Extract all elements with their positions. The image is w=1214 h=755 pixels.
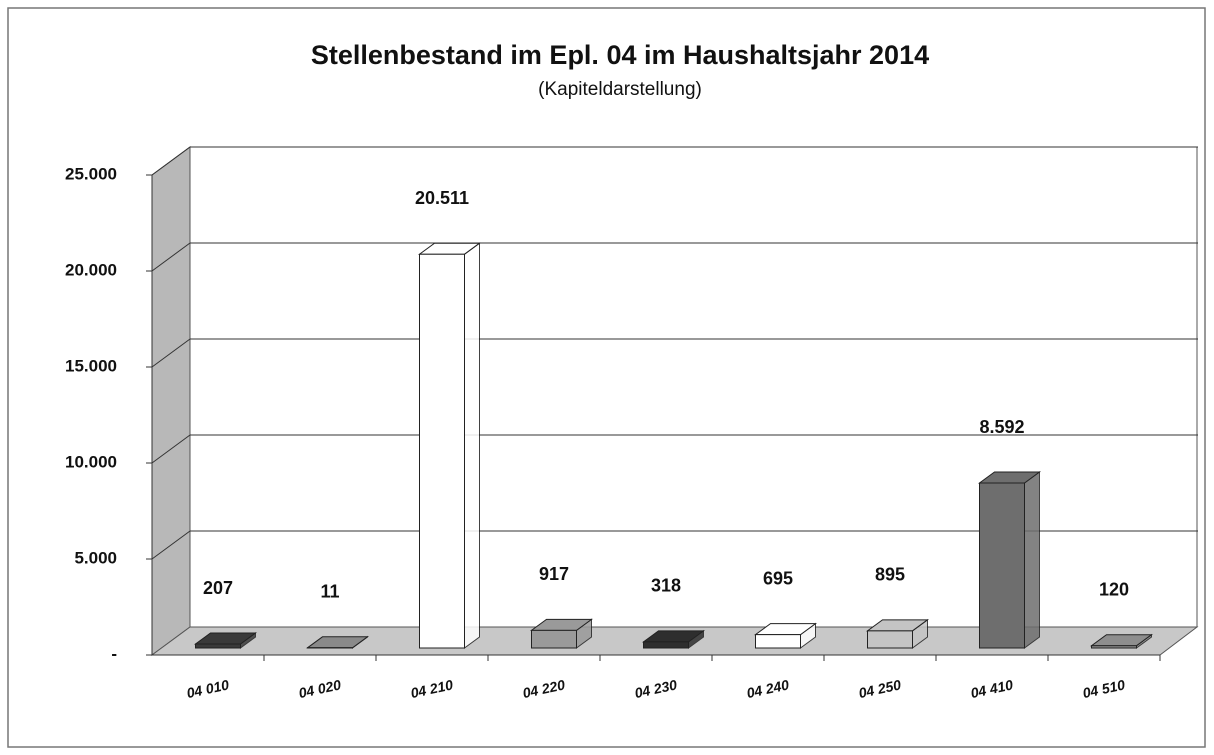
bar <box>529 618 594 649</box>
bar-face <box>867 630 913 649</box>
bar <box>753 622 818 649</box>
bar <box>865 618 930 649</box>
chart-subtitle: (Kapiteldarstellung) <box>538 79 702 100</box>
y-tick-label: 10.000 <box>65 452 117 471</box>
y-tick-label: 20.000 <box>65 260 117 279</box>
grid-line <box>151 434 191 464</box>
bar <box>977 471 1042 649</box>
y-tick-label: 15.000 <box>65 356 117 375</box>
bar <box>193 632 258 649</box>
bar <box>305 635 370 649</box>
bar-face <box>1024 471 1040 649</box>
value-label: 20.511 <box>415 188 469 208</box>
bar-face <box>755 634 801 649</box>
bar <box>1089 633 1154 649</box>
bar <box>417 242 482 649</box>
y-tick-label: - <box>111 644 117 663</box>
bar-face <box>979 482 1025 649</box>
bar-face <box>195 643 241 649</box>
value-label: 8.592 <box>979 417 1024 437</box>
back-wall <box>189 146 1198 628</box>
bar <box>641 629 706 649</box>
value-label: 207 <box>203 578 233 598</box>
value-label: 120 <box>1099 579 1129 599</box>
value-label: 11 <box>320 582 339 602</box>
y-tick-label: 5.000 <box>74 548 117 567</box>
grid-line <box>151 242 191 272</box>
grid-line <box>151 338 191 368</box>
bar-face <box>643 641 689 649</box>
bar-face <box>1091 645 1137 649</box>
grid-line <box>151 530 191 560</box>
value-label: 695 <box>763 568 793 588</box>
bar-face <box>464 242 480 649</box>
bar-face <box>531 629 577 649</box>
chart-title: Stellenbestand im Epl. 04 im Haushaltsja… <box>311 40 929 70</box>
value-label: 895 <box>875 565 905 585</box>
bar-face <box>419 253 465 649</box>
left-wall <box>151 146 191 656</box>
value-label: 318 <box>651 576 681 596</box>
grid-line <box>151 146 191 176</box>
value-label: 917 <box>539 564 569 584</box>
y-tick-label: 25.000 <box>65 164 117 183</box>
